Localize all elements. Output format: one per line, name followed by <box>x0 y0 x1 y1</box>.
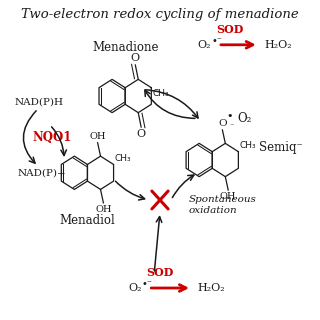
Text: Spontaneous
oxidation: Spontaneous oxidation <box>189 195 257 214</box>
Text: O: O <box>137 129 146 139</box>
Text: Two-electron redox cycling of menadione: Two-electron redox cycling of menadione <box>21 8 299 21</box>
Text: SOD: SOD <box>146 268 174 278</box>
Text: H₂O₂: H₂O₂ <box>198 283 225 293</box>
Text: Menadione: Menadione <box>92 41 158 54</box>
Text: NAD(P)+: NAD(P)+ <box>18 168 67 177</box>
Text: CH₃: CH₃ <box>153 89 169 98</box>
Text: OH: OH <box>89 132 106 141</box>
Text: CH₃: CH₃ <box>115 154 132 163</box>
Text: •⁻: •⁻ <box>211 36 222 46</box>
Text: O: O <box>131 53 140 63</box>
Text: O₂: O₂ <box>128 283 141 293</box>
Text: SOD: SOD <box>216 24 243 35</box>
Text: NQO1: NQO1 <box>32 131 72 144</box>
Text: OH: OH <box>220 192 236 201</box>
Text: OH: OH <box>95 205 112 214</box>
Text: H₂O₂: H₂O₂ <box>265 40 292 50</box>
Text: •⁻: •⁻ <box>141 279 152 289</box>
Text: •: • <box>226 111 233 121</box>
Text: O₂: O₂ <box>198 40 211 50</box>
Text: O₂: O₂ <box>237 112 252 125</box>
Text: CH₃: CH₃ <box>240 141 256 150</box>
Text: ⁻: ⁻ <box>229 122 234 131</box>
Text: Semiq⁻: Semiq⁻ <box>259 141 302 154</box>
Text: Menadiol: Menadiol <box>60 214 115 228</box>
Text: NAD(P)H: NAD(P)H <box>15 98 64 107</box>
Text: O: O <box>218 119 227 128</box>
